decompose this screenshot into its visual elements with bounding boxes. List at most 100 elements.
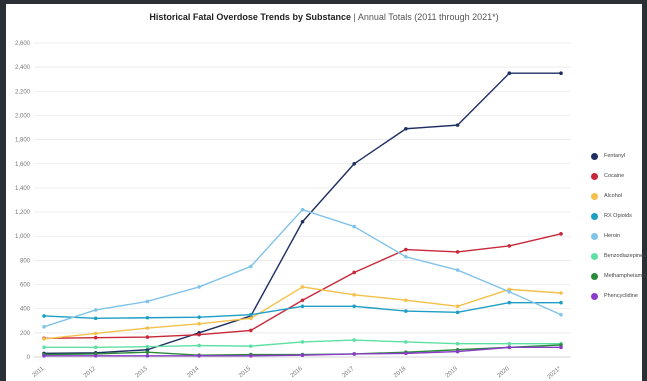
legend-item[interactable]: Cocaine (591, 166, 647, 186)
x-tick-label: 2019 (445, 366, 460, 380)
data-point (455, 123, 460, 127)
legend-marker-icon (591, 272, 598, 280)
data-point (249, 264, 253, 269)
x-tick-label: 2018 (393, 366, 408, 380)
data-point (42, 345, 46, 350)
legend-label: Fentanyl (604, 153, 626, 159)
data-point (404, 298, 408, 303)
legend-marker-icon (591, 212, 598, 220)
y-tick-label: 800 (20, 258, 31, 264)
data-point (352, 338, 357, 342)
data-point (507, 289, 512, 294)
data-point (559, 71, 563, 75)
data-point (507, 300, 512, 305)
data-point (42, 353, 46, 358)
data-point (507, 345, 512, 350)
data-point (404, 254, 408, 259)
data-point (300, 340, 305, 344)
data-point (145, 335, 150, 339)
data-point (455, 310, 460, 315)
data-point (93, 331, 98, 336)
y-tick-label: 1,400 (15, 186, 31, 192)
chart-title-main: Historical Fatal Overdose Trends by Subs… (149, 12, 351, 22)
y-tick-label: 1,600 (15, 162, 31, 168)
data-point (197, 332, 201, 337)
data-point (352, 270, 357, 275)
data-point (145, 344, 150, 349)
data-point (455, 268, 460, 272)
legend-item[interactable]: Heroin (591, 226, 647, 246)
legend-label: Heroin (604, 233, 621, 239)
data-point (249, 344, 253, 348)
chart-subtitle: | Annual Totals (2011 through 2021*) (353, 12, 499, 22)
data-point (93, 345, 98, 350)
data-point (93, 353, 98, 358)
data-point (145, 353, 150, 358)
data-point (42, 314, 46, 318)
series-line-alcohol (43, 286, 562, 340)
legend-item[interactable]: Phencyclidine (591, 286, 647, 306)
data-point (300, 353, 305, 357)
data-point (404, 351, 408, 356)
data-point (197, 315, 201, 319)
data-point (455, 304, 460, 309)
y-tick-label: 1,200 (15, 210, 31, 216)
legend-item[interactable]: Alcohol (591, 186, 647, 206)
data-point (507, 341, 512, 346)
legend-item[interactable]: Methamphetamine (591, 266, 647, 286)
data-point (455, 250, 460, 254)
data-point (42, 337, 46, 341)
legend-label: Cocaine (604, 173, 625, 179)
data-point (559, 291, 563, 295)
series-line-heroin (43, 208, 562, 328)
legend-marker-icon (591, 232, 598, 240)
data-point (300, 285, 305, 289)
data-point (300, 298, 305, 303)
data-point (145, 326, 150, 330)
legend-marker-icon (591, 252, 598, 260)
data-point (559, 345, 563, 350)
data-point (559, 300, 563, 305)
data-point (197, 353, 201, 358)
chart-title: Historical Fatal Overdose Trends by Subs… (6, 12, 642, 22)
y-tick-label: 2,600 (15, 41, 31, 47)
data-point (300, 304, 305, 309)
legend-item[interactable]: RX Opioids (591, 206, 647, 226)
y-tick-label: 400 (20, 307, 31, 313)
y-tick-label: 600 (20, 283, 31, 289)
line-chart: 0 200 400 600 800 1,000 1,200 1,400 1,600 1,800 2,… (15, 41, 571, 381)
x-tick-label: 2017 (341, 366, 356, 380)
data-point (404, 340, 408, 344)
data-point (249, 353, 253, 358)
data-point (93, 316, 98, 321)
data-point (249, 312, 253, 317)
data-point (249, 316, 253, 321)
data-point (145, 350, 150, 354)
legend-label: Alcohol (604, 193, 623, 199)
chart-panel: Historical Fatal Overdose Trends by Subs… (6, 4, 647, 381)
legend-label: Methamphetamine (604, 273, 647, 279)
legend-item[interactable]: Fentanyl (591, 146, 647, 166)
data-point (93, 335, 98, 340)
data-point (352, 293, 357, 297)
legend-marker-icon (591, 152, 598, 160)
data-point (93, 308, 98, 312)
data-point (507, 244, 512, 248)
data-point (300, 207, 305, 212)
data-point (300, 219, 305, 224)
data-point (404, 247, 408, 252)
data-point (197, 321, 201, 326)
data-point (352, 224, 357, 229)
x-tick-label: 2021* (546, 366, 562, 381)
chart-legend: Fentanyl Cocaine Alcohol RX Opioids Heroin Be… (591, 146, 647, 306)
data-point (559, 232, 563, 236)
data-point (404, 126, 408, 131)
legend-marker-icon (591, 172, 598, 180)
data-point (455, 349, 460, 354)
data-point (352, 304, 357, 309)
x-tick-label: 2014 (186, 366, 201, 380)
data-point (197, 343, 201, 348)
legend-item[interactable]: Benzodiazepines (591, 246, 647, 266)
data-point (42, 325, 46, 329)
